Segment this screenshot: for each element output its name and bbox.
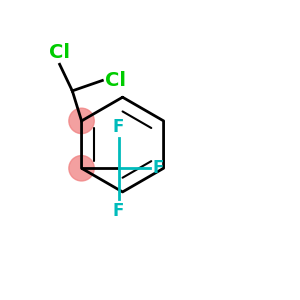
Circle shape	[69, 108, 94, 134]
Circle shape	[69, 155, 94, 181]
Text: F: F	[113, 202, 124, 220]
Text: F: F	[113, 118, 124, 136]
Text: F: F	[152, 159, 164, 177]
Text: Cl: Cl	[105, 71, 126, 90]
Text: Cl: Cl	[49, 43, 70, 62]
